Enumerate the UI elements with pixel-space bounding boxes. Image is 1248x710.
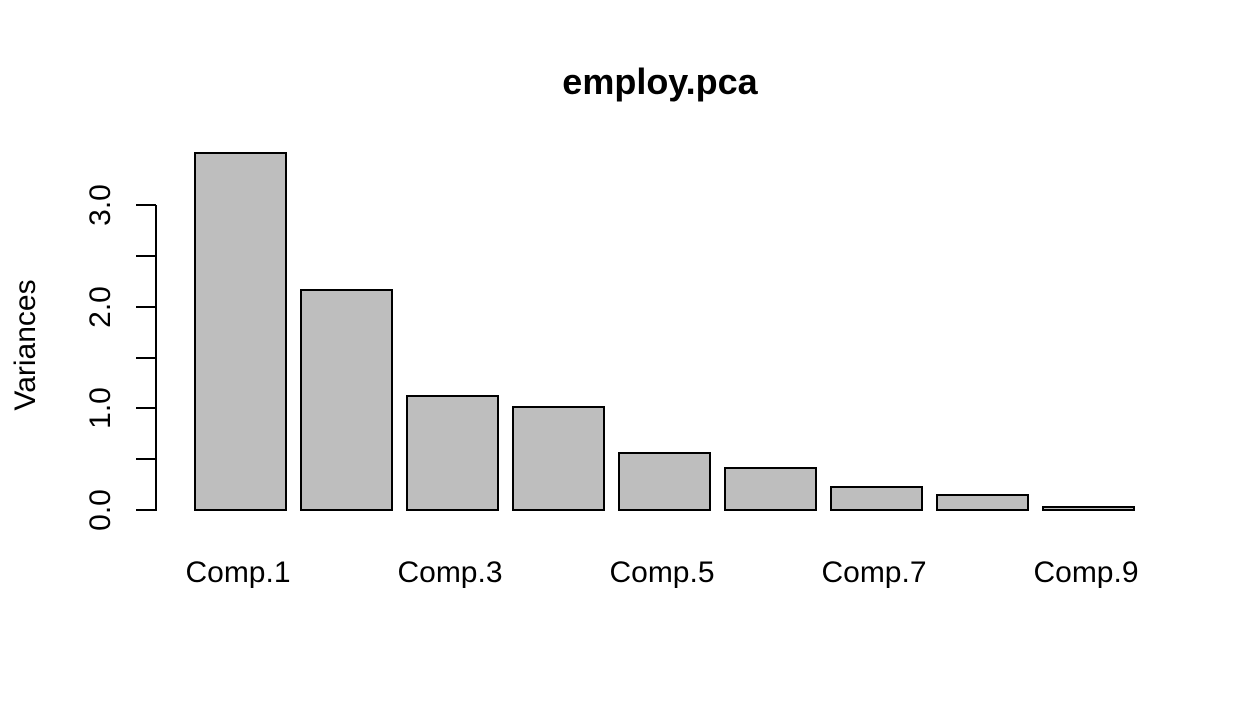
x-axis-label-comp-9: Comp.9 bbox=[1033, 556, 1139, 589]
y-tick-label-4: 2.0 bbox=[84, 285, 117, 328]
y-tick-label-0: 0.0 bbox=[84, 489, 117, 531]
y-tick-4 bbox=[136, 305, 156, 308]
y-tick-6 bbox=[136, 204, 156, 206]
bar-comp-1 bbox=[193, 152, 287, 511]
bar-comp-7 bbox=[829, 486, 923, 511]
bar-comp-2 bbox=[299, 289, 393, 511]
x-axis-label-comp-1: Comp.1 bbox=[185, 556, 291, 589]
bar-comp-6 bbox=[723, 467, 817, 511]
y-tick-3 bbox=[136, 356, 156, 359]
y-axis-line bbox=[155, 205, 157, 511]
bar-comp-9 bbox=[1041, 506, 1135, 511]
y-tick-0 bbox=[136, 509, 156, 511]
chart-title: employ.pca bbox=[562, 61, 758, 102]
y-tick-2 bbox=[136, 407, 156, 410]
bar-comp-3 bbox=[405, 395, 499, 511]
y-axis-label: Variances bbox=[9, 279, 42, 411]
y-tick-label-2: 1.0 bbox=[84, 387, 117, 430]
y-tick-label-6: 3.0 bbox=[84, 184, 117, 226]
bar-comp-4 bbox=[511, 406, 605, 511]
bar-comp-8 bbox=[935, 494, 1029, 511]
x-axis-label-comp-7: Comp.7 bbox=[821, 556, 927, 589]
y-tick-1 bbox=[136, 458, 156, 461]
bar-comp-5 bbox=[617, 452, 711, 511]
x-axis-label-comp-3: Comp.3 bbox=[397, 556, 503, 589]
x-axis-label-comp-5: Comp.5 bbox=[609, 556, 715, 589]
y-tick-5 bbox=[136, 254, 156, 257]
